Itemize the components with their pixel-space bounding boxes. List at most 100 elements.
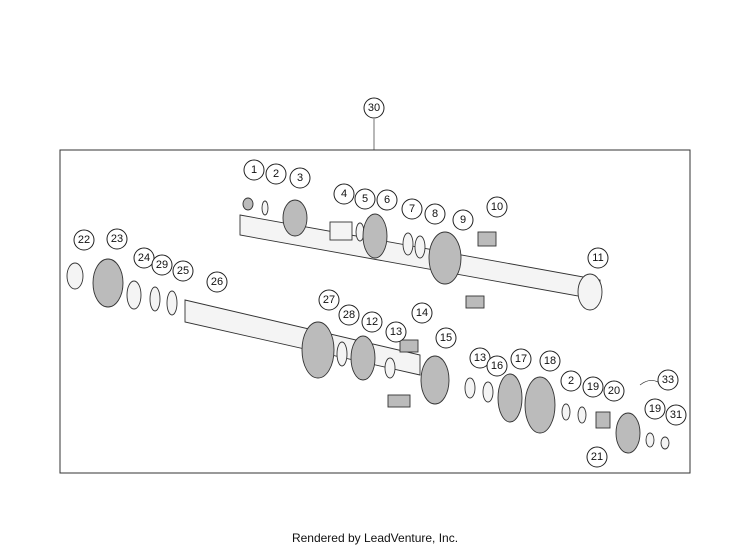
callout-label: 33 <box>662 374 674 386</box>
gear <box>524 376 556 434</box>
gear <box>497 373 523 423</box>
bearing <box>595 411 611 429</box>
callout-circle <box>644 398 666 420</box>
callout-circle <box>411 302 433 324</box>
callout: 28 <box>338 304 360 326</box>
callout: 22 <box>73 229 95 251</box>
gear <box>420 355 450 405</box>
callout-label: 10 <box>491 201 503 213</box>
callout: 5 <box>354 188 376 210</box>
callout: 23 <box>106 228 128 250</box>
callout-label: 6 <box>384 194 390 206</box>
washer <box>577 406 587 424</box>
gear <box>350 335 376 381</box>
washer <box>414 235 426 259</box>
callout-circle <box>354 188 376 210</box>
bearing-half <box>465 295 485 309</box>
callout: 3 <box>289 167 311 189</box>
callout-circle <box>289 167 311 189</box>
callout-circle <box>486 196 508 218</box>
callout-circle <box>172 260 194 282</box>
callout: 6 <box>376 189 398 211</box>
bearing-half <box>387 394 411 408</box>
callout-label: 11 <box>592 252 603 264</box>
bearing-half <box>399 339 419 353</box>
footer: Rendered by LeadVenture, Inc. <box>292 531 458 545</box>
callout-circle <box>587 247 609 269</box>
callout-label: 24 <box>138 252 150 264</box>
circlip <box>464 377 476 399</box>
callout-circle <box>657 369 679 391</box>
callout-circle <box>603 380 625 402</box>
callout-label: 9 <box>460 214 466 226</box>
ring <box>149 286 161 312</box>
callout: 13 <box>385 321 407 343</box>
callout-circle <box>385 321 407 343</box>
callout-circle <box>452 209 474 231</box>
callout: 25 <box>172 260 194 282</box>
gear <box>301 321 335 379</box>
circlip <box>384 357 396 379</box>
circlip <box>660 436 670 450</box>
callout-circle <box>376 189 398 211</box>
callout-label: 2 <box>273 168 279 180</box>
callout-circle <box>338 304 360 326</box>
callout-label: 23 <box>111 233 123 245</box>
callout-label: 4 <box>341 188 347 200</box>
callout-circle <box>151 254 173 276</box>
callout-label: 18 <box>544 355 556 367</box>
lower-shaft <box>66 258 670 454</box>
bearing-half <box>477 231 497 247</box>
callout-label: 3 <box>297 172 303 184</box>
circlip <box>402 232 414 256</box>
callout-circle <box>333 183 355 205</box>
callout-label: 22 <box>78 234 90 246</box>
callout: 19 <box>644 398 666 420</box>
callout: 2 <box>560 370 582 392</box>
callout-label: 1 <box>251 164 257 176</box>
callout-label: 14 <box>416 307 428 319</box>
callout-label: 20 <box>608 385 620 397</box>
callout-circle <box>243 159 265 181</box>
callout: 21 <box>586 446 608 468</box>
callout-label: 16 <box>491 360 503 372</box>
callout-circle <box>469 347 491 369</box>
callout-circle <box>318 289 340 311</box>
callout-circle <box>265 163 287 185</box>
callout-label: 7 <box>409 203 415 215</box>
callout: 24 <box>133 247 155 269</box>
callout-circle <box>586 446 608 468</box>
callout-label: 17 <box>515 353 527 365</box>
callout-label: 12 <box>366 316 378 328</box>
gear <box>428 231 462 285</box>
shaft-end <box>577 273 603 311</box>
callout-circle <box>486 355 508 377</box>
gear <box>282 199 308 237</box>
callout: 29 <box>151 254 173 276</box>
callout-label: 31 <box>670 409 682 421</box>
callout-circle <box>73 229 95 251</box>
callout-label: 19 <box>587 381 599 393</box>
callout: 26 <box>206 271 228 293</box>
callout-circle <box>424 203 446 225</box>
callout-circle <box>510 348 532 370</box>
callout: 27 <box>318 289 340 311</box>
washer <box>561 403 571 421</box>
callout-label: 8 <box>432 208 438 220</box>
callout-circle <box>363 97 385 119</box>
callout: 13 <box>469 347 491 369</box>
callout-circle <box>361 311 383 333</box>
callout: 33 <box>657 369 679 391</box>
callout-label: 13 <box>474 352 486 364</box>
callout-label: 13 <box>390 326 402 338</box>
callout: 11 <box>587 247 609 269</box>
callout-label: 19 <box>649 403 661 415</box>
callout-circle <box>401 198 423 220</box>
clip <box>639 380 661 386</box>
washer <box>261 200 269 216</box>
callout-label: 29 <box>156 259 168 271</box>
callout: 18 <box>539 350 561 372</box>
callout-label: 30 <box>368 102 380 114</box>
callout: 16 <box>486 355 508 377</box>
